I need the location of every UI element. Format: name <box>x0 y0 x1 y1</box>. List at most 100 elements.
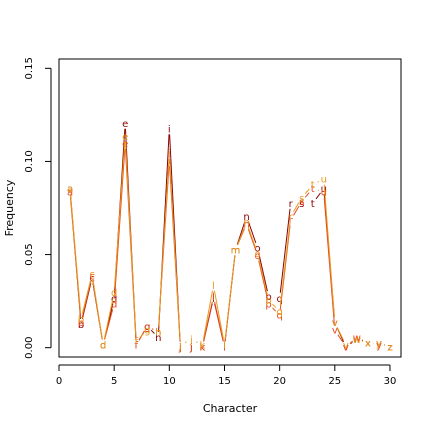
point-label: c <box>89 273 95 284</box>
point-label: y <box>376 339 382 350</box>
point-label: x <box>365 339 371 350</box>
point-label: f <box>134 337 138 348</box>
series-line-segment <box>279 208 291 293</box>
point-label: y <box>376 339 382 350</box>
point-label: i <box>168 124 171 135</box>
point-label: w <box>353 335 361 346</box>
point-label: d <box>100 340 106 351</box>
x-tick-label: 15 <box>218 376 231 387</box>
point-label: r <box>289 199 294 210</box>
y-tick-label: 0.15 <box>24 57 35 79</box>
point-label: a <box>67 188 73 199</box>
point-label: s <box>299 193 304 204</box>
point-label: e <box>122 132 128 143</box>
point-label: a <box>67 184 73 195</box>
point-label: g <box>144 322 150 333</box>
series-line-segment <box>151 328 154 330</box>
point-label: v <box>343 342 349 353</box>
series-line-segment <box>114 149 126 299</box>
point-label: u <box>321 175 327 186</box>
y-tick-label: 0.00 <box>24 337 35 359</box>
x-tick-label: 20 <box>273 376 286 387</box>
point-label: v <box>332 318 338 329</box>
x-tick-label: 0 <box>56 376 62 387</box>
point-label: m <box>231 245 241 256</box>
series-line-segment <box>293 205 300 216</box>
point-label: l <box>223 340 226 351</box>
point-label: q <box>276 307 282 318</box>
series-line-segment <box>103 298 114 340</box>
point-label: l <box>212 294 215 305</box>
point-label: l <box>223 342 226 353</box>
series-line-segment <box>196 341 198 343</box>
series-line-segment <box>104 309 114 340</box>
point-label: f <box>134 340 138 351</box>
series-line-segment <box>236 221 246 245</box>
point-label: n <box>243 217 249 228</box>
point-label: h <box>155 327 161 338</box>
series-line-segment <box>81 281 92 318</box>
series-line-segment <box>92 279 103 340</box>
point-label: u <box>321 188 327 199</box>
point-label: e <box>122 119 128 130</box>
point-label: p <box>265 299 271 310</box>
point-label: t <box>311 180 315 191</box>
series-line-segment <box>272 307 277 312</box>
series-line-segment <box>139 333 144 338</box>
point-label: k <box>200 340 206 351</box>
point-label: x <box>365 339 371 350</box>
series-line-segment <box>323 197 335 325</box>
point-label: w <box>353 335 361 346</box>
y-axis: 0.00 0.05 0.10 0.15 <box>24 57 52 359</box>
series-line-segment <box>279 221 291 306</box>
point-label: j <box>178 342 182 353</box>
x-axis-label: Character <box>203 402 258 415</box>
x-axis: 0 5 10 15 20 25 30 <box>56 364 396 387</box>
point-label: l <box>212 281 215 292</box>
x-tick-label: 5 <box>111 376 117 387</box>
point-label: d <box>111 294 117 305</box>
series-line-segment <box>150 329 155 334</box>
series-line-segment <box>272 303 277 308</box>
point-label: z <box>387 342 392 353</box>
series-line-segment <box>258 260 268 299</box>
point-label: x <box>365 339 371 350</box>
point-label: n <box>243 212 249 223</box>
point-label: o <box>255 251 261 262</box>
x-tick-label: 10 <box>163 376 176 387</box>
point-label: p <box>265 292 271 303</box>
point-label: g <box>144 325 150 336</box>
point-label: j <box>189 335 193 346</box>
point-label: b <box>78 314 84 325</box>
point-label: h <box>155 327 161 338</box>
series-line-segment <box>114 141 126 288</box>
point-label: v <box>343 340 349 351</box>
point-label: j <box>178 340 182 351</box>
point-label: n <box>243 219 249 230</box>
point-label: d <box>111 299 117 310</box>
series-line-segment <box>304 192 310 198</box>
point-label: j <box>189 342 193 353</box>
point-label: m <box>231 245 241 256</box>
point-label: j <box>178 342 182 353</box>
series-line-segment <box>304 188 310 194</box>
point-label: r <box>289 216 294 227</box>
series-line-segment <box>293 202 300 212</box>
x-tick-label: 25 <box>328 376 341 387</box>
point-label: d <box>111 288 117 299</box>
series-line-segment <box>317 181 320 183</box>
point-label: v <box>343 342 349 353</box>
point-label: t <box>311 199 315 210</box>
point-label: i <box>168 149 171 160</box>
series-line-segment <box>336 327 344 341</box>
point-label: b <box>78 318 84 329</box>
point-label: u <box>321 184 327 195</box>
point-label: g <box>144 322 150 333</box>
series-line-segment <box>237 226 245 245</box>
point-label: m <box>231 245 241 256</box>
point-label: q <box>276 311 282 322</box>
series-layer: abcddefghijjkllmnopqrstuvvwxyzabcddefghi… <box>67 119 393 354</box>
point-label: w <box>353 333 361 344</box>
point-label: c <box>89 270 95 281</box>
